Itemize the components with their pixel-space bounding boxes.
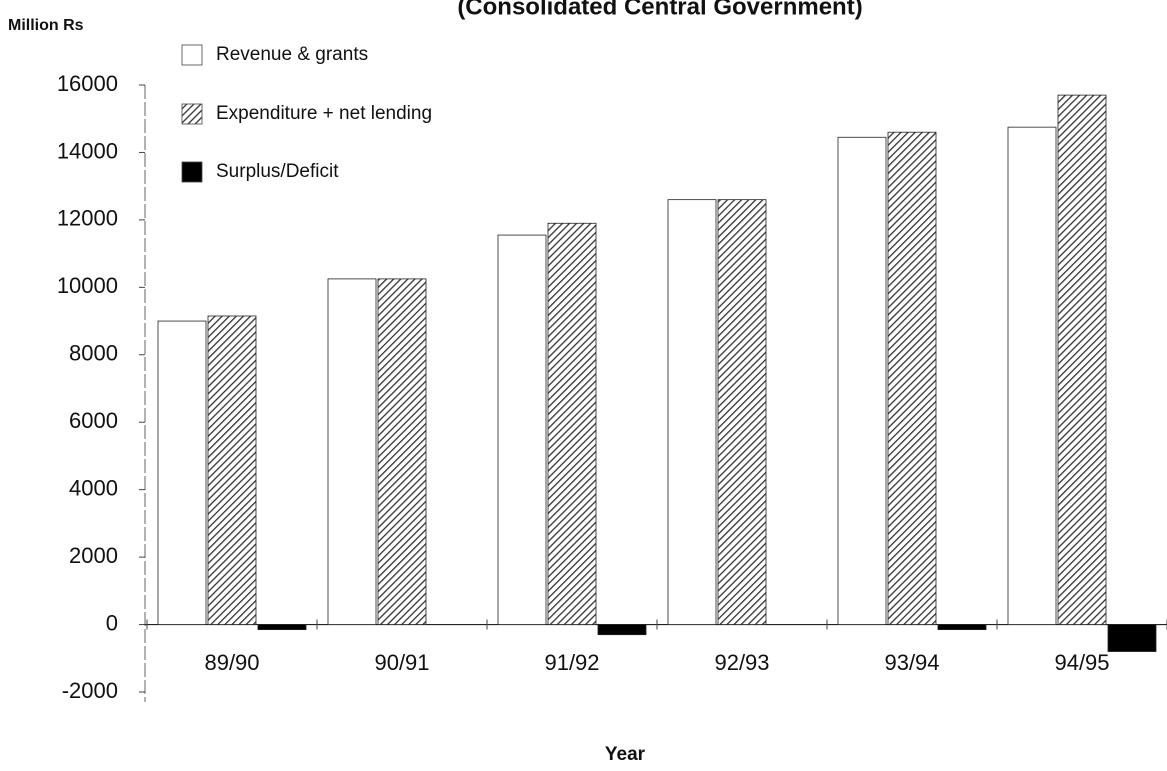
- legend-swatch: [181, 161, 203, 183]
- x-axis-label: Year: [605, 744, 646, 765]
- bar: [597, 624, 647, 636]
- bar: [1007, 126, 1057, 625]
- y-tick-label: 4000: [69, 475, 118, 500]
- bar: [887, 131, 937, 625]
- bar: [667, 199, 717, 625]
- bar: [1057, 94, 1107, 625]
- y-tick-label: -2000: [62, 678, 118, 703]
- legend-label: Revenue & grants: [216, 44, 368, 65]
- legend-swatch: [181, 44, 203, 66]
- y-axis-label: Million Rs: [8, 17, 84, 34]
- bar: [497, 234, 547, 625]
- y-tick-label: 0: [106, 610, 118, 635]
- bar: [717, 199, 767, 625]
- x-tick-label: 90/91: [374, 650, 429, 675]
- legend-label: Expenditure + net lending: [216, 103, 432, 124]
- y-tick-label: 14000: [57, 138, 118, 163]
- x-tick-label: 92/93: [714, 650, 769, 675]
- bar: [157, 320, 207, 625]
- bar: [1107, 624, 1157, 652]
- bar: [937, 624, 987, 631]
- legend-label: Surplus/Deficit: [216, 161, 339, 182]
- y-tick-label: 6000: [69, 408, 118, 433]
- chart-subtitle: (Consolidated Central Government): [457, 0, 862, 20]
- bar: [547, 222, 597, 625]
- bar: [837, 136, 887, 625]
- y-tick-label: 2000: [69, 543, 118, 568]
- y-tick-label: 16000: [57, 71, 118, 96]
- y-tick-label: 8000: [69, 341, 118, 366]
- y-tick-label: 12000: [57, 206, 118, 231]
- bar: [257, 624, 307, 631]
- bar: [207, 315, 257, 625]
- y-tick-label: 10000: [57, 273, 118, 298]
- x-tick-label: 93/94: [884, 650, 939, 675]
- bar: [377, 278, 427, 625]
- x-tick-label: 89/90: [204, 650, 259, 675]
- bar: [327, 278, 377, 625]
- legend-swatch: [181, 103, 203, 125]
- x-tick-label: 94/95: [1054, 650, 1109, 675]
- x-tick-label: 91/92: [544, 650, 599, 675]
